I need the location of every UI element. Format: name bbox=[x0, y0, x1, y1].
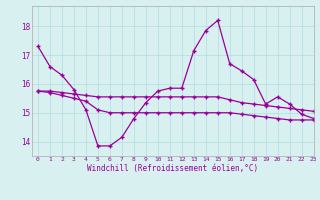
X-axis label: Windchill (Refroidissement éolien,°C): Windchill (Refroidissement éolien,°C) bbox=[87, 164, 258, 173]
